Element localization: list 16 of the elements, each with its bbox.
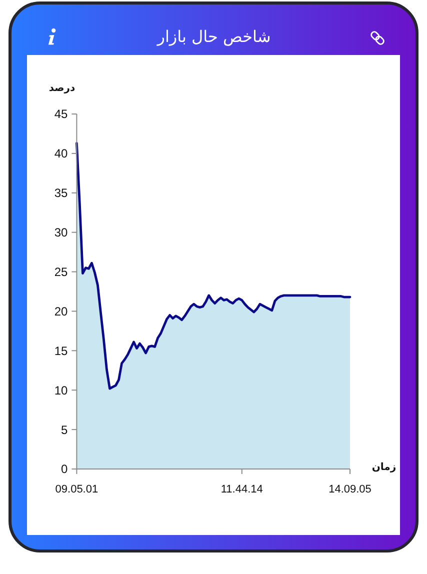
y-tick-label: 30 [54,226,68,240]
y-tick-label: 35 [54,186,68,200]
y-tick-label: 15 [54,344,68,358]
y-tick-label: 40 [54,146,68,161]
x-tick-label: 14.09.05 [328,484,372,496]
y-tick-label: 25 [54,264,68,279]
y-tick-label: 20 [54,304,68,318]
x-axis-title: زمان [372,462,396,473]
y-tick-label: 0 [61,462,68,476]
x-tick-label: 11.44.14 [220,484,263,496]
x-tick-label: 09.05.01 [55,484,98,496]
y-axis-title: درصد [48,83,76,94]
y-tick-label: 5 [61,422,68,437]
title: شاخص حال بازار [157,27,271,46]
y-tick-label: 10 [54,383,68,398]
y-tick-label: 45 [54,107,68,122]
